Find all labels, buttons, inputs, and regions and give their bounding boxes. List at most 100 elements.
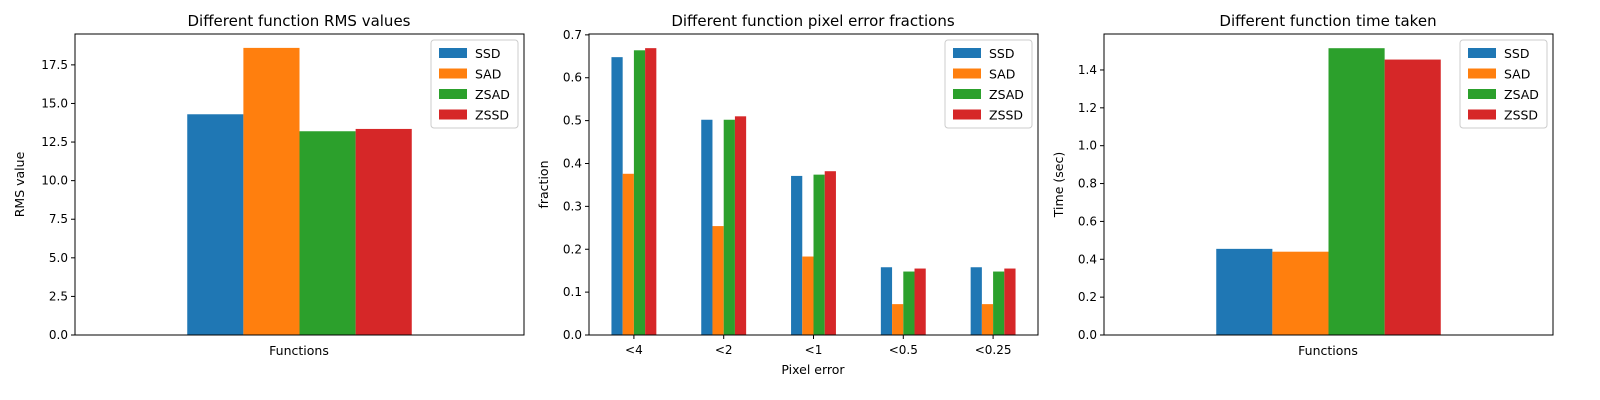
bar-zsad-1 [723,119,735,335]
legend-swatch-ssd [439,48,467,58]
bar-zssd-3 [914,268,926,335]
legend-label-zsad: ZSAD [1504,87,1539,102]
chart-title: Different function RMS values [188,12,411,30]
bar-sad-0 [622,173,634,335]
legend-box [1459,39,1548,129]
y-tick-label: 0.0 [49,328,68,342]
y-tick-label: 0.4 [563,156,582,170]
legend-label-sad: SAD [989,67,1015,82]
chart-time: Different function time taken 0.00.20.40… [1051,12,1554,358]
legend: SSD SAD ZSAD ZSSD [944,39,1033,129]
y-tick-label: 2.5 [49,289,68,303]
x-axis-label: Functions [269,343,329,358]
y-tick-label: 1.4 [1078,63,1097,77]
x-tick-label: <0.5 [889,343,918,357]
y-tick-label: 0.5 [563,114,582,128]
bar-zssd-2 [824,171,836,335]
legend-label-zssd: ZSSD [989,108,1023,123]
bars [1216,48,1441,336]
y-tick-label: 0.0 [563,328,582,342]
bar-zsad [299,131,356,335]
y-ticks: 0.0 2.5 5.0 7.5 10.0 12.5 15.0 17.5 [41,58,75,342]
y-tick-label: 0.8 [1078,177,1097,191]
bar-ssd-4 [970,267,982,335]
legend-label-ssd: SSD [1504,46,1530,61]
bar-sad [243,47,300,335]
legend-label-sad: SAD [475,67,501,82]
bar-ssd-1 [701,119,713,335]
bar-ssd-2 [791,175,803,335]
legend-label-zssd: ZSSD [475,108,509,123]
legend-swatch-zsad [1468,89,1496,99]
y-tick-label: 0.6 [1078,214,1097,228]
y-ticks: 0.0 0.2 0.4 0.6 0.8 1.0 1.2 1.4 [1078,63,1104,342]
y-tick-label: 15.0 [41,96,68,110]
legend-swatch-zssd [1468,109,1496,120]
bar-zsad-3 [903,271,915,335]
legend-label-ssd: SSD [989,46,1015,61]
y-tick-label: 5.0 [49,251,68,265]
legend-label-ssd: SSD [475,46,501,61]
y-tick-label: 17.5 [41,58,68,72]
legend-swatch-sad [953,68,981,79]
y-tick-label: 7.5 [49,212,68,226]
bar-zsad-4 [993,271,1005,335]
legend-box [944,39,1033,129]
legend-swatch-zssd [439,109,467,120]
y-tick-label: 10.0 [41,174,68,188]
legend-label-zssd: ZSSD [1504,108,1538,123]
legend-swatch-sad [439,68,467,79]
y-tick-label: 1.0 [1078,139,1097,153]
x-tick-label: <1 [805,343,823,357]
y-axis-label: fraction [536,160,551,208]
x-axis-label: Pixel error [781,362,845,377]
legend-label-zsad: ZSAD [475,87,510,102]
plot-frame [1103,33,1554,336]
chart-rms: Different function RMS values 0.0 2.5 5.0 7… [12,12,525,358]
chart-pixel-error: Different function pixel error fractions… [536,12,1039,377]
y-ticks: 0.0 0.1 0.2 0.3 0.4 0.5 0.6 0.7 [563,28,589,342]
y-axis-label: Time (sec) [1051,152,1066,218]
chart-title: Different function time taken [1219,12,1436,30]
legend-swatch-zsad [439,89,467,99]
legend: SSD SAD ZSAD ZSSD [430,39,519,129]
x-ticks: <4 <2 <1 <0.5 <0.25 [625,335,1011,357]
bar-sad [1272,251,1329,335]
legend-swatch-ssd [1468,48,1496,58]
bar-zssd-1 [734,116,747,335]
bar-zsad-2 [813,174,825,335]
legend: SSD SAD ZSAD ZSSD [1459,39,1548,129]
chart-title: Different function pixel error fractions [671,12,955,30]
x-tick-label: <4 [625,343,643,357]
bar-zsad-0 [633,50,646,335]
x-axis-label: Functions [1298,343,1358,358]
legend-swatch-ssd [953,48,981,58]
y-tick-label: 0.3 [563,199,582,213]
x-tick-label: <0.25 [975,343,1012,357]
bars [611,48,1016,336]
y-tick-label: 0.4 [1078,252,1097,266]
bar-ssd-0 [611,57,623,336]
legend-label-zsad: ZSAD [989,87,1024,102]
legend-label-sad: SAD [1504,67,1530,82]
y-tick-label: 0.0 [1078,328,1097,342]
bar-ssd-3 [880,267,893,335]
x-tick-label: <2 [715,343,733,357]
bar-ssd [187,114,244,336]
bars [187,47,412,336]
y-tick-label: 0.6 [563,71,582,85]
y-tick-label: 0.2 [563,242,582,256]
legend-box [430,39,519,129]
bar-zssd-4 [1004,268,1016,335]
bar-sad-3 [892,304,904,335]
legend-swatch-zssd [953,109,981,120]
y-tick-label: 0.2 [1078,290,1097,304]
y-tick-label: 12.5 [41,135,68,149]
bar-zssd [1384,59,1441,336]
legend-swatch-zsad [953,89,981,99]
bar-sad-2 [802,256,814,335]
legend-swatch-sad [1468,68,1496,79]
y-tick-label: 1.2 [1078,101,1097,115]
plot-frame [588,33,1039,336]
